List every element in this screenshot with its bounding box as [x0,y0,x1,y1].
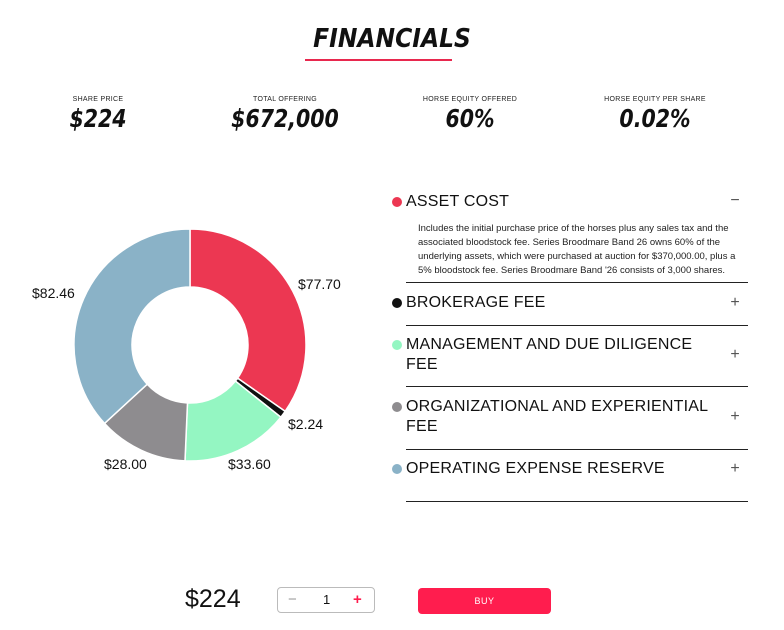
accordion-header[interactable]: ASSET COST − [392,190,748,214]
legend-dot [392,464,402,474]
share-price: $224 [185,585,241,613]
accordion-item-brokerage-fee: BROKERAGE FEE + [392,283,748,326]
accordion-item-operating-expense-reserve: OPERATING EXPENSE RESERVE + [392,450,748,502]
donut-label-1: $2.24 [288,416,323,432]
stat-value: $224 [69,104,127,133]
stat-horse-equity-per-share: HORSE EQUITY PER SHARE 0.02% [570,96,740,133]
expand-icon[interactable]: + [730,346,740,363]
accordion-title: ASSET COST [406,193,510,210]
stat-label: HORSE EQUITY OFFERED [422,96,518,103]
stat-value: 0.02% [619,104,691,133]
legend-dot [392,298,402,308]
quantity-value[interactable]: 1 [323,592,331,607]
legend-dot [392,402,402,412]
stat-horse-equity-offered: HORSE EQUITY OFFERED 60% [385,96,555,133]
accordion-header[interactable]: BROKERAGE FEE + [392,283,748,325]
increment-button[interactable]: + [353,591,362,608]
accordion-item-organizational-fee: ORGANIZATIONAL AND EXPERIENTIAL FEE + [392,387,748,450]
accordion-header[interactable]: MANAGEMENT AND DUE DILIGENCE FEE + [392,326,748,386]
accordion-header[interactable]: ORGANIZATIONAL AND EXPERIENTIAL FEE + [392,387,748,449]
legend-dot [392,197,402,207]
accordion-title: MANAGEMENT AND DUE DILIGENCE FEE [406,336,693,373]
accordion-item-asset-cost: ASSET COST − Includes the initial purcha… [392,190,748,283]
stat-label: SHARE PRICE [72,96,124,103]
donut-label-0: $77.70 [298,276,341,292]
cost-breakdown-donut-chart: $77.70 $2.24 $33.60 $28.00 $82.46 [32,228,341,472]
page-title: FINANCIALS [313,24,471,54]
stat-total-offering: TOTAL OFFERING $672,000 [200,96,370,133]
expand-icon[interactable]: + [730,408,740,425]
stat-value: $672,000 [231,104,339,133]
stat-label: HORSE EQUITY PER SHARE [604,96,706,103]
stat-label: TOTAL OFFERING [253,96,317,103]
accordion-title: BROKERAGE FEE [406,294,546,311]
accordion-title: ORGANIZATIONAL AND EXPERIENTIAL FEE [406,398,708,435]
buy-button[interactable]: BUY [418,588,551,614]
accordion-body: Includes the initial purchase price of t… [418,223,736,276]
donut-slice-0 [189,228,307,413]
cost-accordion: ASSET COST − Includes the initial purcha… [392,190,748,502]
accordion-item-management-fee: MANAGEMENT AND DUE DILIGENCE FEE + [392,326,748,387]
quantity-stepper: − 1 + [277,587,375,613]
donut-label-2: $33.60 [228,456,271,472]
donut-label-3: $28.00 [104,456,147,472]
expand-icon[interactable]: + [730,460,740,477]
donut-label-4: $82.46 [32,285,75,301]
stat-value: 60% [445,104,495,133]
donut-slice-4 [73,228,191,425]
collapse-icon[interactable]: − [730,192,740,209]
accordion-header[interactable]: OPERATING EXPENSE RESERVE + [392,450,748,501]
stat-share-price: SHARE PRICE $224 [13,96,183,133]
accordion-title: OPERATING EXPENSE RESERVE [406,460,665,477]
expand-icon[interactable]: + [730,294,740,311]
title-underline [305,59,452,61]
legend-dot [392,340,402,350]
decrement-button[interactable]: − [288,591,297,608]
